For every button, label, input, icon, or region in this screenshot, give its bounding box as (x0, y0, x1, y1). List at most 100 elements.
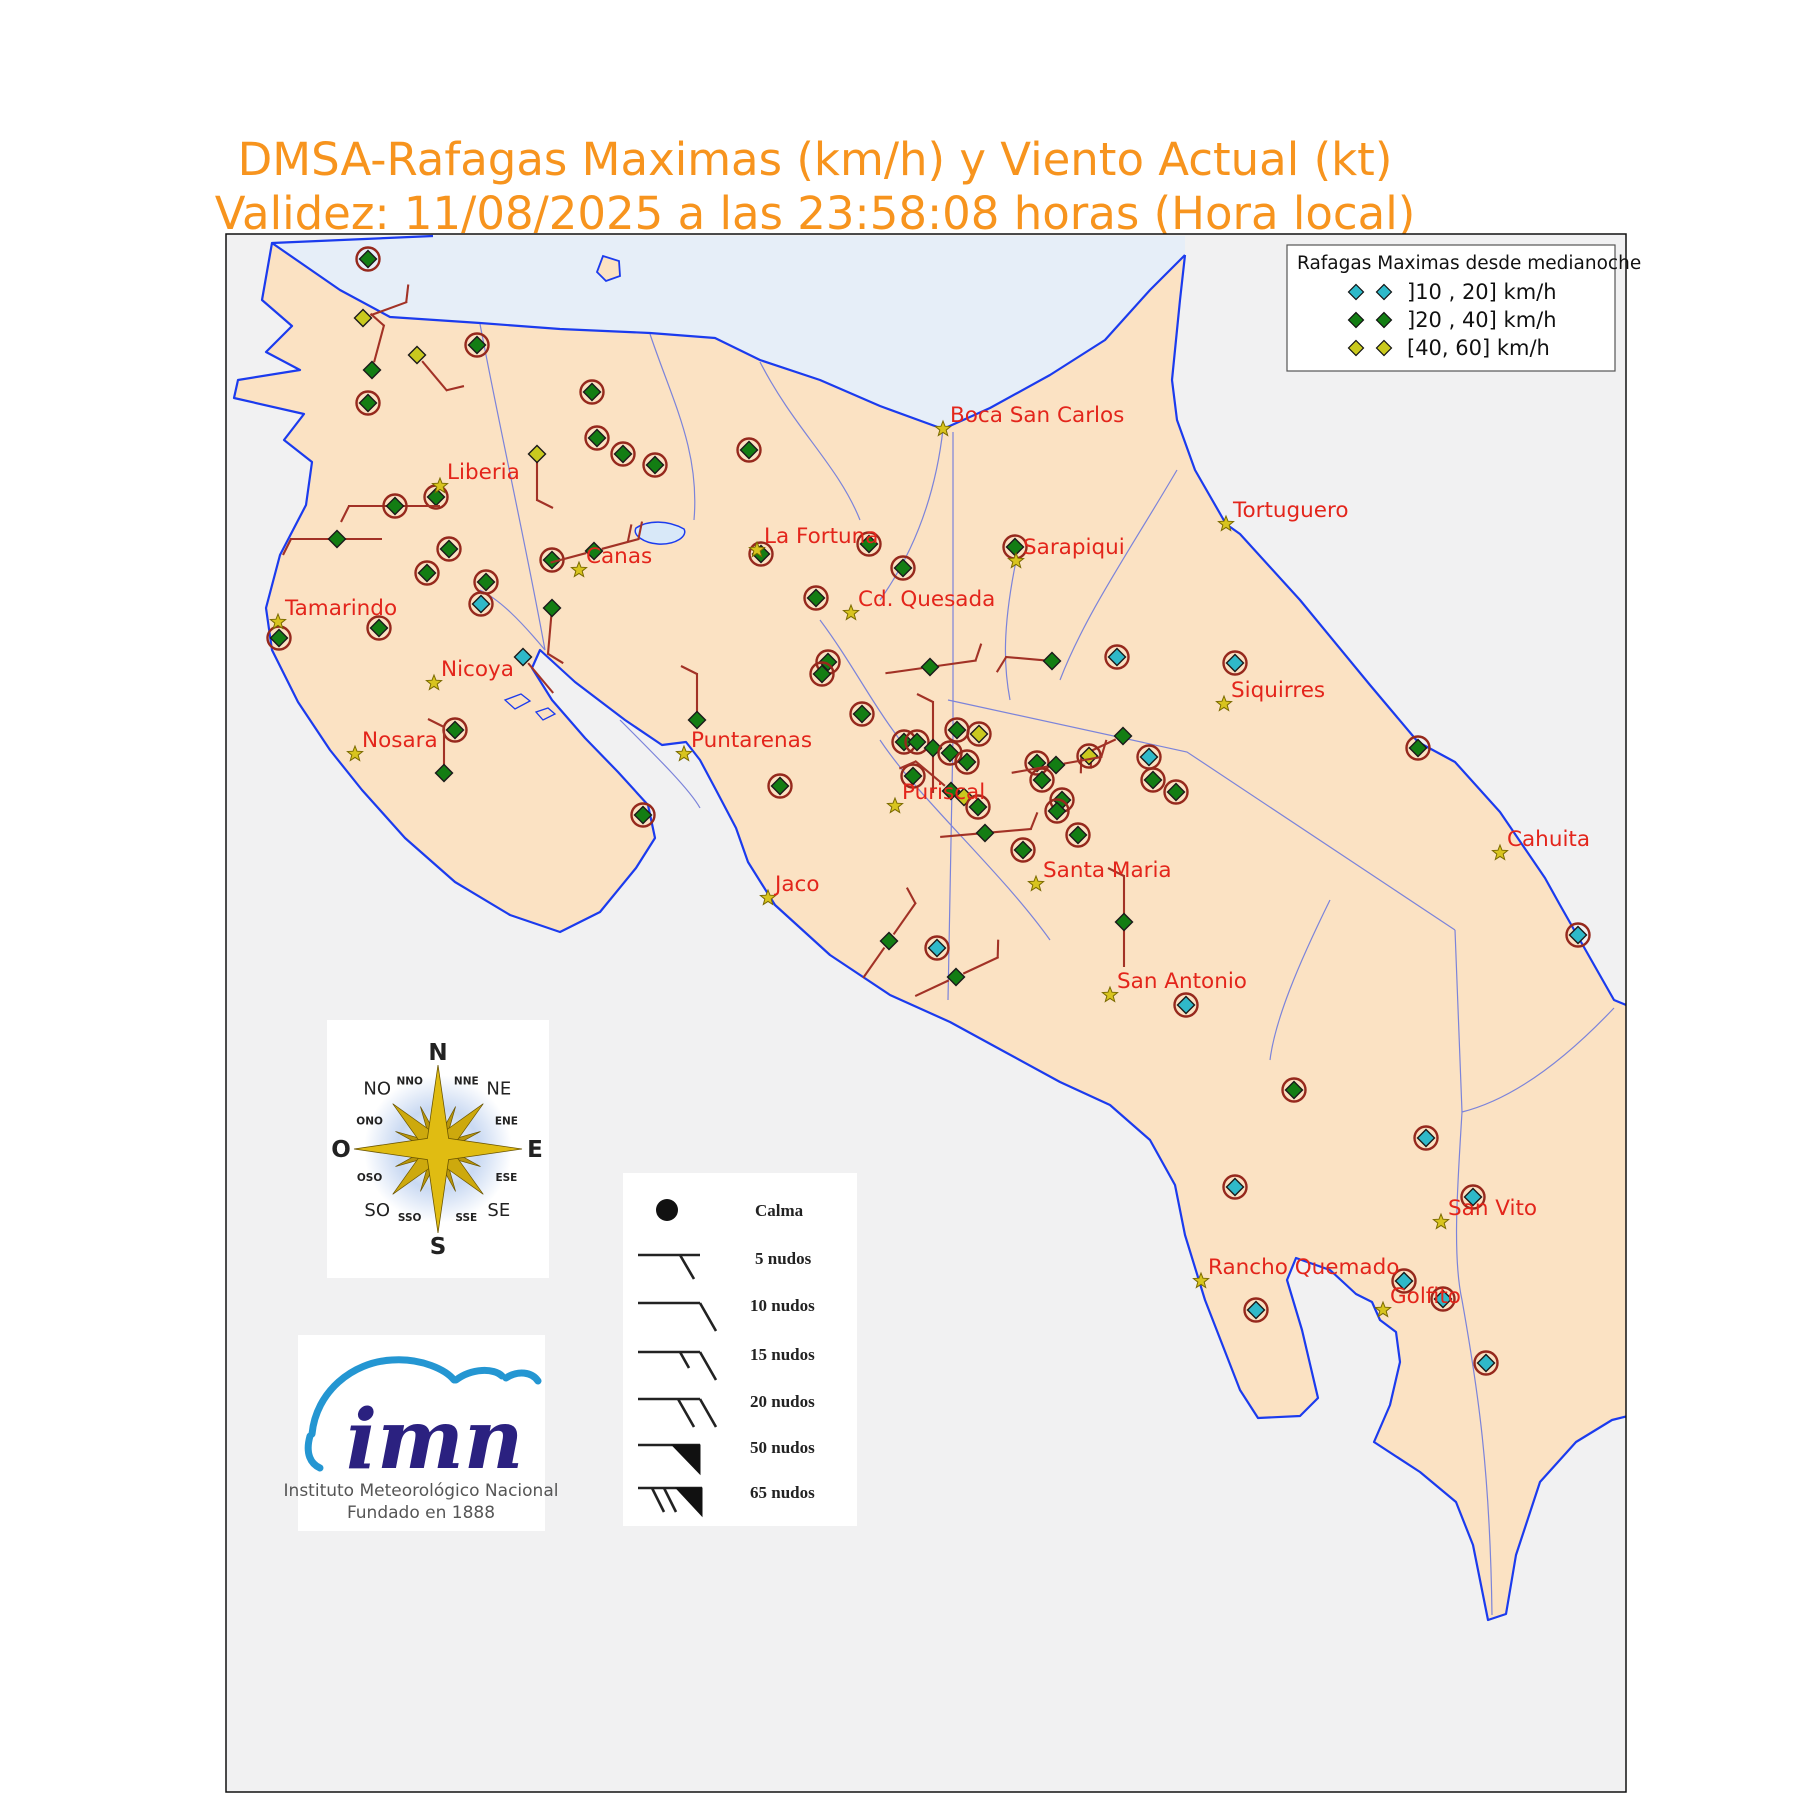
costa-rica-land (234, 243, 1626, 1620)
station-green (803, 585, 829, 611)
logo-script-text: imn (346, 1392, 524, 1488)
station-green (542, 598, 564, 665)
city-label: Tortuguero (1232, 498, 1349, 523)
gust-marker-icon (1047, 801, 1067, 821)
station-green (965, 794, 991, 820)
station-yellow (527, 444, 554, 509)
station-green (423, 484, 449, 510)
station-ring-icon (1104, 644, 1130, 670)
city-label: Golfito (1390, 1284, 1461, 1309)
city-label: Jaco (773, 872, 820, 897)
gust-marker-icon (467, 335, 487, 355)
gust-marker-icon (1394, 1271, 1414, 1291)
city-rancho-quemado: Rancho Quemado (1192, 1255, 1399, 1289)
city-star-icon (570, 560, 588, 578)
gust-marker-icon (542, 598, 562, 618)
gust-marker-icon (1416, 1128, 1436, 1148)
green-diamond-icon (1375, 311, 1393, 329)
station-yellow (353, 284, 410, 328)
wind-barb-icon (1107, 867, 1126, 967)
station-green (862, 887, 917, 979)
city-star-icon (1491, 843, 1509, 861)
station-green (539, 547, 565, 573)
city-star-icon (1215, 694, 1233, 712)
wind-barb-legend: Calma 5 nudos 10 nudos 15 nudos 20 nudos… (623, 1173, 857, 1526)
station-ring-icon (1460, 1184, 1486, 1210)
station-ring-icon (924, 935, 950, 961)
gust-marker-icon (968, 797, 988, 817)
station-green (954, 749, 980, 775)
station-yellow (1076, 743, 1102, 769)
station-ring-icon (1473, 1350, 1499, 1376)
gust-marker-icon (975, 823, 995, 843)
gulf-island (534, 707, 557, 721)
gust-marker-icon (1068, 825, 1088, 845)
station-green (904, 729, 930, 755)
wind-barb-icon (940, 811, 1039, 838)
gust-marker-icon (1139, 747, 1159, 767)
station-cyan (1136, 744, 1162, 770)
gust-marker-icon (770, 776, 790, 796)
station-yellow (966, 721, 992, 747)
gust-marker-icon (879, 931, 899, 951)
gulf-island (503, 693, 532, 710)
city-cd-quesada: Cd. Quesada (842, 587, 995, 621)
station-ring-icon (1413, 1125, 1439, 1151)
gust-marker-icon (613, 444, 633, 464)
gust-marker-icon (353, 308, 373, 328)
wind-barb-icon (898, 759, 946, 787)
city-sarapiqui: Sarapiqui (1007, 535, 1125, 569)
city-santa-maria: Santa Maria (1027, 858, 1172, 892)
city-label: La Fortuna (764, 524, 878, 549)
wind-barb-icon (995, 655, 1045, 673)
station-ring-icon (1281, 1077, 1307, 1103)
gust-marker-icon (1042, 651, 1062, 671)
gust-marker-icon (582, 382, 602, 402)
city-label: Tamarindo (284, 596, 397, 621)
station-ring-icon (436, 536, 462, 562)
station-ring-icon (1163, 779, 1189, 805)
wind-barb-icon (546, 615, 564, 665)
station-ring-icon (579, 379, 605, 405)
station-cyan (1104, 644, 1130, 670)
compass-label-ESE: ESE (495, 1172, 517, 1184)
wind-barb-icon (862, 887, 917, 979)
compass-label-ENE: ENE (495, 1115, 518, 1127)
gust-marker-icon (739, 440, 759, 460)
city-label: Liberia (447, 460, 520, 485)
station-green (642, 452, 668, 478)
gust-marker-icon (1013, 840, 1033, 860)
station-green (414, 560, 440, 586)
lake-island (595, 254, 621, 283)
station-cyan (924, 935, 950, 961)
city-liberia: Liberia (431, 460, 520, 494)
station-green (1163, 779, 1189, 805)
station-green (767, 773, 793, 799)
gust-marker-icon (957, 752, 977, 772)
city-tortuguero: Tortuguero (1217, 498, 1349, 532)
wind-barb-icon (370, 284, 410, 317)
gust-marker-icon (903, 766, 923, 786)
station-ring-icon (809, 661, 835, 687)
gust-marker-icon (358, 249, 378, 269)
station-green (940, 811, 1039, 843)
station-cyan (1430, 1286, 1456, 1312)
compass-label-NE: NE (486, 1079, 511, 1100)
station-ring-icon (468, 591, 494, 617)
station-green (1024, 750, 1050, 776)
station-green (916, 693, 943, 793)
gust-marker-icon (645, 455, 665, 475)
station-cyan (513, 647, 555, 694)
city-boca-san-carlos: Boca San Carlos (934, 403, 1124, 437)
city-star-icon (1432, 1212, 1450, 1230)
city-star-icon (1007, 551, 1025, 569)
barb-label-65: 65 nudos (750, 1483, 815, 1502)
barb-label-50: 50 nudos (750, 1438, 815, 1457)
gust-marker-icon (369, 618, 389, 638)
station-cyan (1473, 1350, 1499, 1376)
station-ring-icon (1044, 798, 1070, 824)
gust-marker-icon (1176, 995, 1196, 1015)
wind-barb-icon (916, 693, 935, 793)
